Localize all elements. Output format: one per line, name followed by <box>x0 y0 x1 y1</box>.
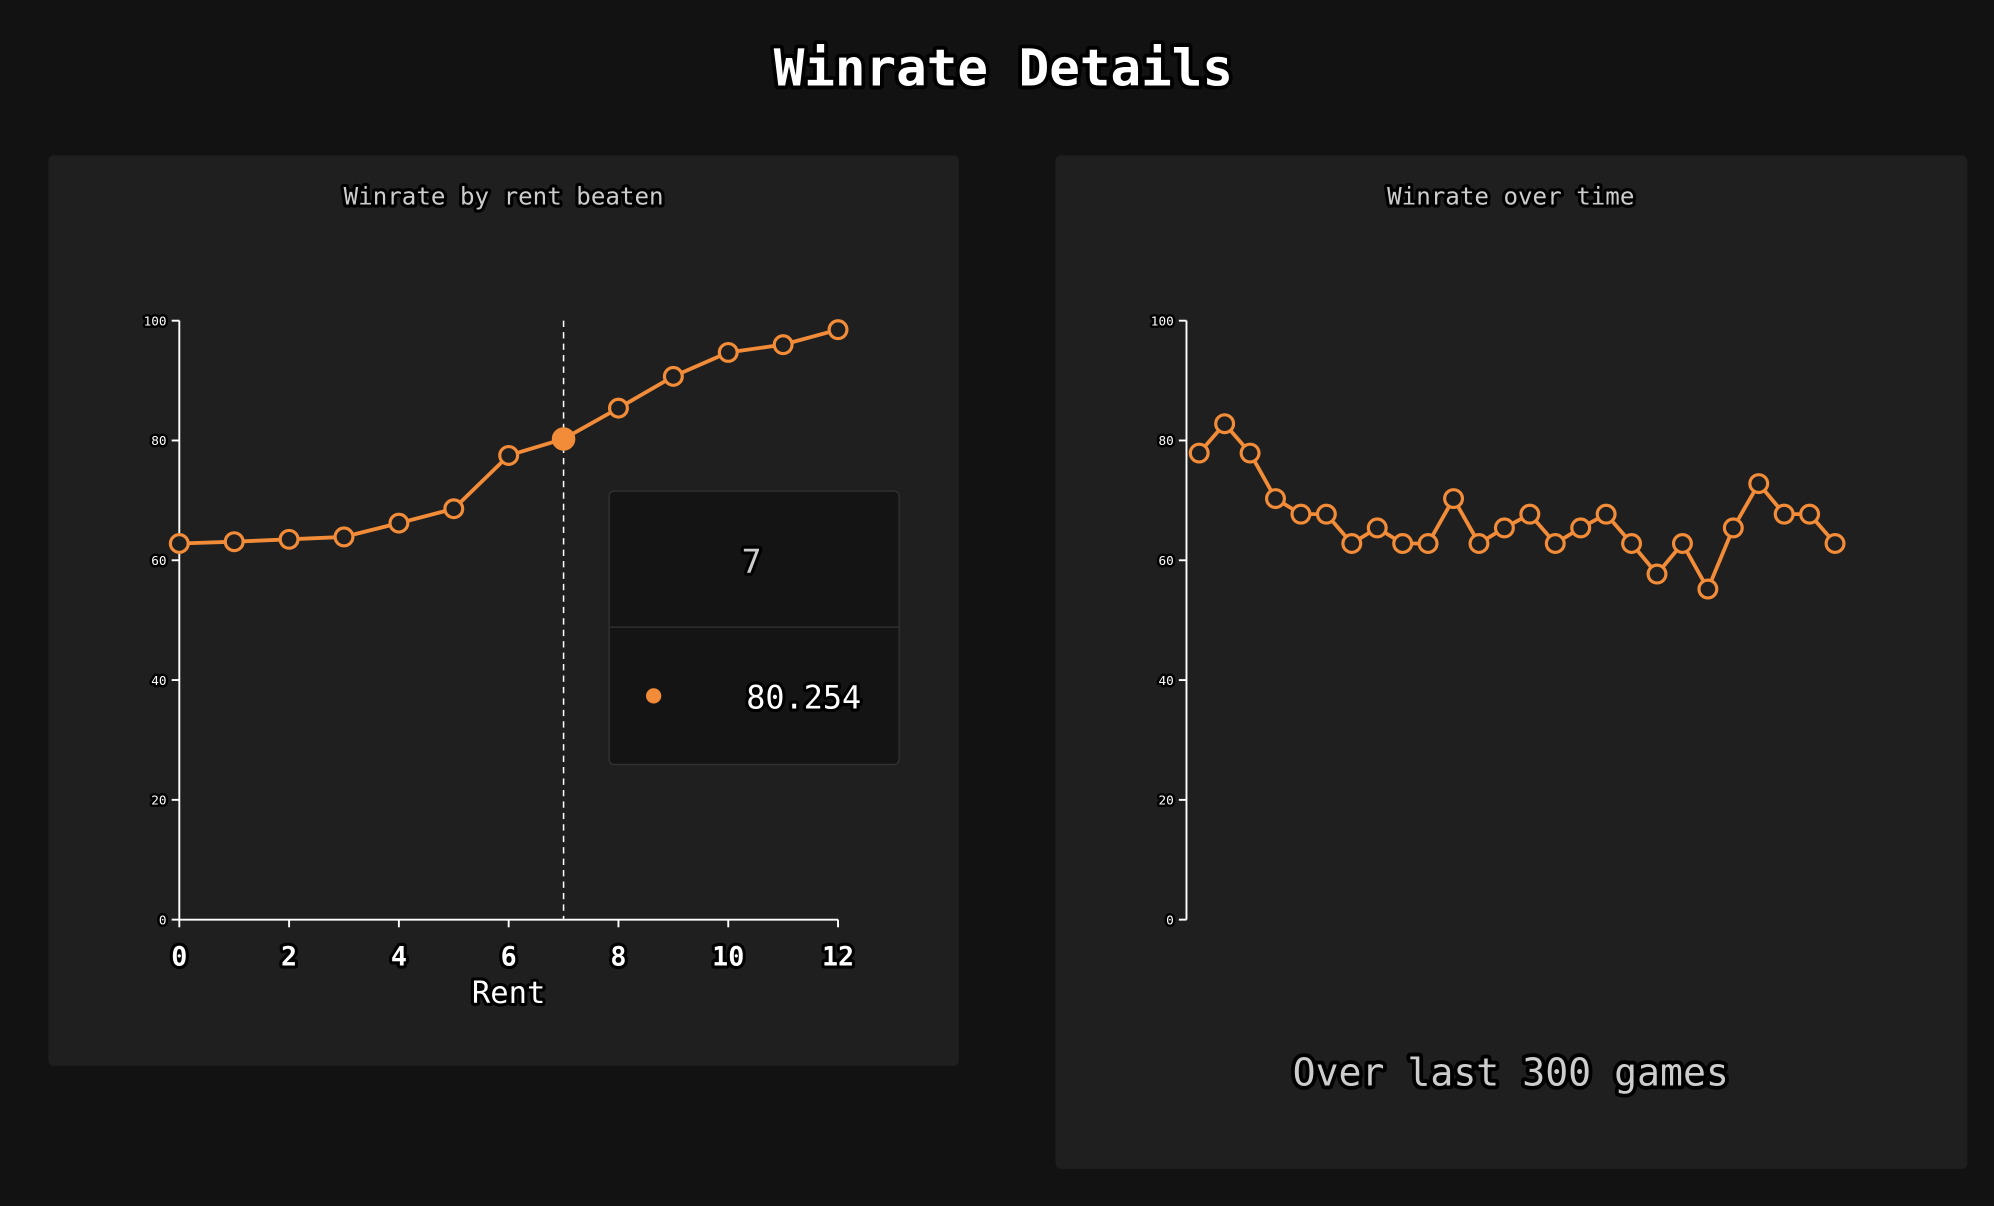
data-point-active <box>551 427 576 451</box>
data-point <box>1341 533 1363 554</box>
data-point <box>1773 503 1795 525</box>
x-tick-label: 4 <box>391 941 407 972</box>
x-tick-label: 6 <box>501 941 517 972</box>
x-tick-label: 10 <box>712 941 744 972</box>
y-tick-label: 0 <box>159 912 167 927</box>
data-point <box>1570 517 1592 539</box>
x-tick-label: 12 <box>822 941 854 972</box>
data-point <box>1799 503 1821 525</box>
data-point <box>1290 503 1312 525</box>
x-tick-label: 2 <box>281 941 297 972</box>
data-point <box>443 498 465 520</box>
chart-note: Over last 300 games <box>1293 1050 1729 1094</box>
data-point <box>1417 533 1439 554</box>
y-tick-label: 80 <box>1158 433 1173 448</box>
x-axis-label: Rent <box>472 976 546 1011</box>
data-point <box>498 444 520 466</box>
data-point <box>1544 533 1566 554</box>
chart-title: Winrate over time <box>1387 182 1634 210</box>
tooltip <box>608 490 900 766</box>
x-tick-label: 8 <box>610 941 626 972</box>
data-point <box>662 365 684 387</box>
data-point <box>1366 517 1388 539</box>
data-point <box>168 533 190 554</box>
page-title: Winrate Details <box>774 38 1233 97</box>
data-point <box>1722 517 1744 539</box>
data-point <box>278 528 300 550</box>
data-point <box>827 319 849 341</box>
data-point <box>1188 442 1210 464</box>
chart-title: Winrate by rent beaten <box>344 182 664 210</box>
y-tick-label: 20 <box>151 793 166 808</box>
data-point <box>1315 503 1337 525</box>
tooltip-x: 7 <box>742 542 762 581</box>
data-point <box>1646 563 1668 585</box>
y-tick-label: 60 <box>1158 553 1173 568</box>
data-point <box>717 341 739 363</box>
panel <box>1055 155 1968 1169</box>
data-point <box>1443 488 1465 510</box>
data-point <box>1214 413 1236 435</box>
data-point <box>333 526 355 548</box>
data-point <box>1392 533 1414 554</box>
data-point <box>1493 517 1515 539</box>
data-point <box>772 334 794 356</box>
data-point <box>1621 533 1643 554</box>
y-tick-label: 100 <box>144 313 167 328</box>
data-point <box>1265 488 1286 510</box>
panel <box>48 155 959 1066</box>
data-point <box>1671 533 1693 554</box>
data-point <box>1595 503 1617 525</box>
y-tick-label: 40 <box>151 673 166 688</box>
y-tick-label: 0 <box>1166 912 1174 927</box>
data-point <box>1824 533 1846 554</box>
y-tick-label: 20 <box>1158 793 1173 808</box>
data-point <box>1697 578 1719 600</box>
y-tick-label: 100 <box>1151 313 1174 328</box>
data-point <box>607 397 629 419</box>
data-point <box>223 531 245 553</box>
data-point <box>388 512 410 534</box>
data-point <box>1748 473 1770 495</box>
tooltip-value: 80.254 <box>746 680 861 717</box>
tooltip-dot <box>646 688 662 704</box>
x-tick-label: 0 <box>171 941 187 972</box>
y-tick-label: 80 <box>151 433 166 448</box>
data-point <box>1468 533 1490 554</box>
data-point <box>1239 442 1261 464</box>
y-tick-label: 60 <box>151 553 166 568</box>
data-point <box>1519 503 1541 525</box>
y-tick-label: 40 <box>1158 673 1173 688</box>
